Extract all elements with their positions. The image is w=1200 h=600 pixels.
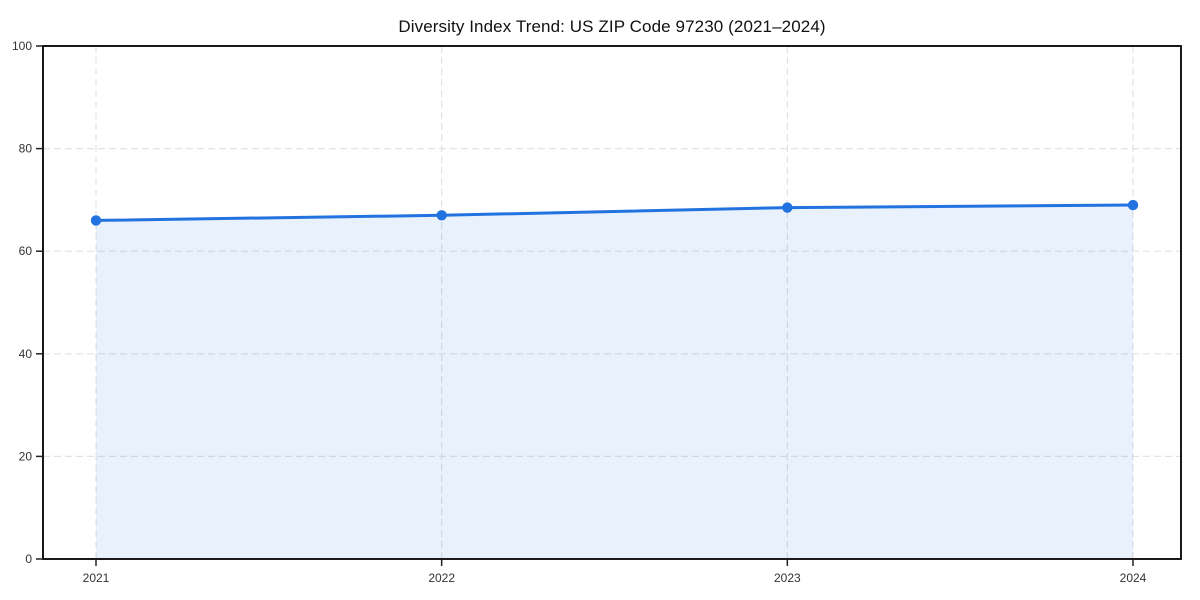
data-point-marker xyxy=(90,215,102,226)
chart-title: Diversity Index Trend: US ZIP Code 97230… xyxy=(398,17,826,36)
x-tick-label: 2023 xyxy=(774,571,801,585)
y-tick-label: 80 xyxy=(19,142,33,156)
x-tick-label: 2021 xyxy=(83,571,110,585)
trend-line xyxy=(94,203,1135,222)
y-tick-label: 60 xyxy=(19,244,33,258)
x-tick-label: 2024 xyxy=(1120,571,1147,585)
y-tick-label: 20 xyxy=(19,449,33,463)
y-tick-label: 100 xyxy=(12,39,32,53)
axis-border xyxy=(42,45,1182,560)
data-point-marker xyxy=(1127,199,1139,211)
data-point-marker xyxy=(436,210,447,221)
y-tick-label: 40 xyxy=(19,347,33,361)
data-point-marker xyxy=(782,202,793,213)
x-tick-label: 2022 xyxy=(428,571,455,585)
area-fill xyxy=(96,205,1133,559)
y-tick-label: 0 xyxy=(25,552,32,566)
